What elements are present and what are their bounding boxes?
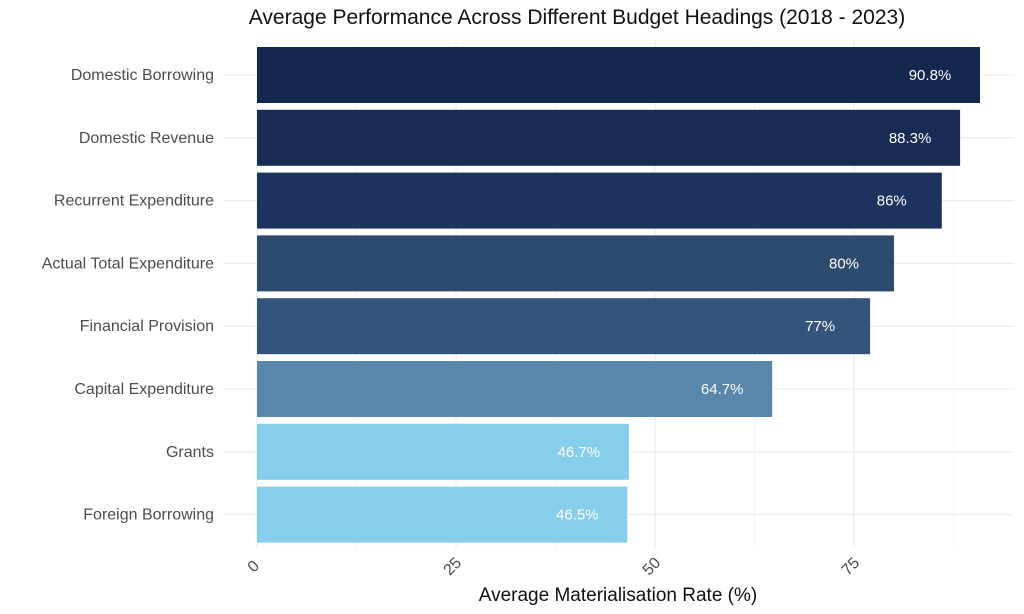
x-axis-label: Average Materialisation Rate (%) — [479, 585, 757, 606]
x-tick-labels: 0 25 50 75 — [245, 554, 864, 579]
bar — [257, 172, 942, 229]
bar-value-label: 46.5% — [556, 507, 599, 524]
bar-value-label: 80% — [829, 255, 859, 272]
x-tick-label: 50 — [640, 554, 665, 579]
category-label: Actual Total Expenditure — [42, 255, 214, 272]
category-label: Grants — [166, 444, 214, 461]
category-labels: Domestic Borrowing Domestic Revenue Recurr… — [42, 67, 214, 524]
category-label: Financial Provision — [80, 318, 214, 335]
category-label: Capital Expenditure — [74, 381, 214, 398]
bar-labels: 90.8% 88.3% 86% 80% 77% 64.7% 46.7% 46.5% — [556, 67, 951, 524]
bar-value-label: 46.7% — [558, 444, 601, 461]
bars — [257, 47, 980, 543]
category-label: Foreign Borrowing — [83, 507, 214, 524]
chart-title: Average Performance Across Different Bud… — [249, 6, 905, 29]
bar — [257, 423, 629, 480]
bar-value-label: 88.3% — [889, 130, 932, 147]
category-label: Domestic Borrowing — [71, 67, 214, 84]
category-label: Domestic Revenue — [79, 130, 214, 147]
bar-value-label: 86% — [877, 193, 907, 210]
x-tick-label: 25 — [441, 554, 466, 579]
bar — [257, 298, 871, 355]
category-label: Recurrent Expenditure — [54, 193, 214, 210]
bar-value-label: 64.7% — [701, 381, 744, 398]
bar — [257, 486, 628, 543]
bar — [257, 361, 773, 417]
x-tick-label: 75 — [839, 554, 864, 579]
bar-value-label: 77% — [805, 318, 835, 335]
bar-value-label: 90.8% — [909, 67, 952, 84]
bar — [257, 109, 961, 166]
x-tick-label: 0 — [245, 558, 263, 576]
bar — [257, 235, 895, 292]
bar — [257, 47, 980, 103]
